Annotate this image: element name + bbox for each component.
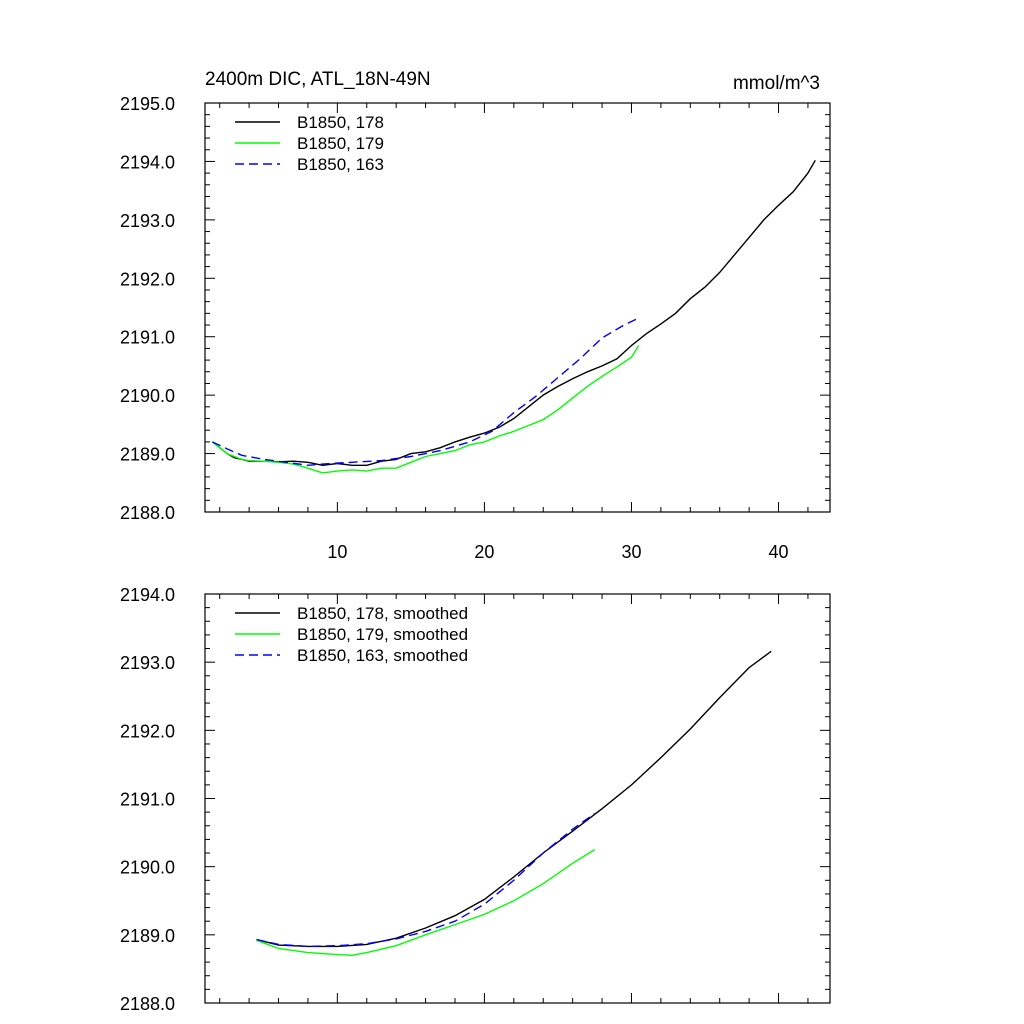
units-label: mmol/m^3 (733, 73, 820, 94)
legend-label-1: B1850, 179 (297, 134, 384, 153)
y-tick-label: 2190.0 (120, 386, 175, 406)
x-tick-label: 40 (769, 542, 789, 562)
series-line-1-0 (256, 650, 772, 948)
y-tick-label: 2189.0 (120, 926, 175, 946)
series-line-1-1 (256, 849, 596, 957)
bottom-line-chart: 2188.0 2189.0 2190.0 2191.0 2192.0 2193.0 2194… (120, 585, 831, 1014)
series-line-0-0 (211, 159, 816, 467)
y-tick-label: 2191.0 (120, 328, 175, 348)
y-tick-label: 2194.0 (120, 152, 175, 172)
x-tick-label: 30 (621, 542, 641, 562)
y-tick-label: 2189.0 (120, 445, 175, 465)
y-tick-label: 2188.0 (120, 503, 175, 523)
series-line-0-2 (212, 317, 640, 467)
top-line-chart: 2188.0 2189.0 2190.0 2191.0 2192.0 2193.0 2194… (120, 69, 831, 562)
x-tick-label: 10 (327, 542, 347, 562)
series-line-1-2 (256, 812, 596, 948)
y-tick-label: 2190.0 (120, 858, 175, 878)
y-tick-label: 2188.0 (120, 994, 175, 1014)
x-tick-label: 20 (474, 542, 494, 562)
y-tick-label: 2193.0 (120, 211, 175, 231)
series-line-0-1 (211, 345, 640, 474)
y-tick-label: 2193.0 (120, 653, 175, 673)
y-tick-label: 2194.0 (120, 585, 175, 605)
legend-label-2: B1850, 163 (297, 155, 384, 174)
y-tick-label: 2195.0 (120, 94, 175, 114)
legend-label-2: B1850, 163, smoothed (297, 646, 468, 665)
legend-label-1: B1850, 179, smoothed (297, 625, 468, 644)
y-tick-label: 2192.0 (120, 269, 175, 289)
y-tick-label: 2192.0 (120, 721, 175, 741)
legend-label-0: B1850, 178 (297, 113, 384, 132)
y-tick-label: 2191.0 (120, 790, 175, 810)
chart-title: 2400m DIC, ATL_18N-49N (205, 69, 431, 90)
legend-label-0: B1850, 178, smoothed (297, 604, 468, 623)
plot-frame (204, 102, 831, 513)
